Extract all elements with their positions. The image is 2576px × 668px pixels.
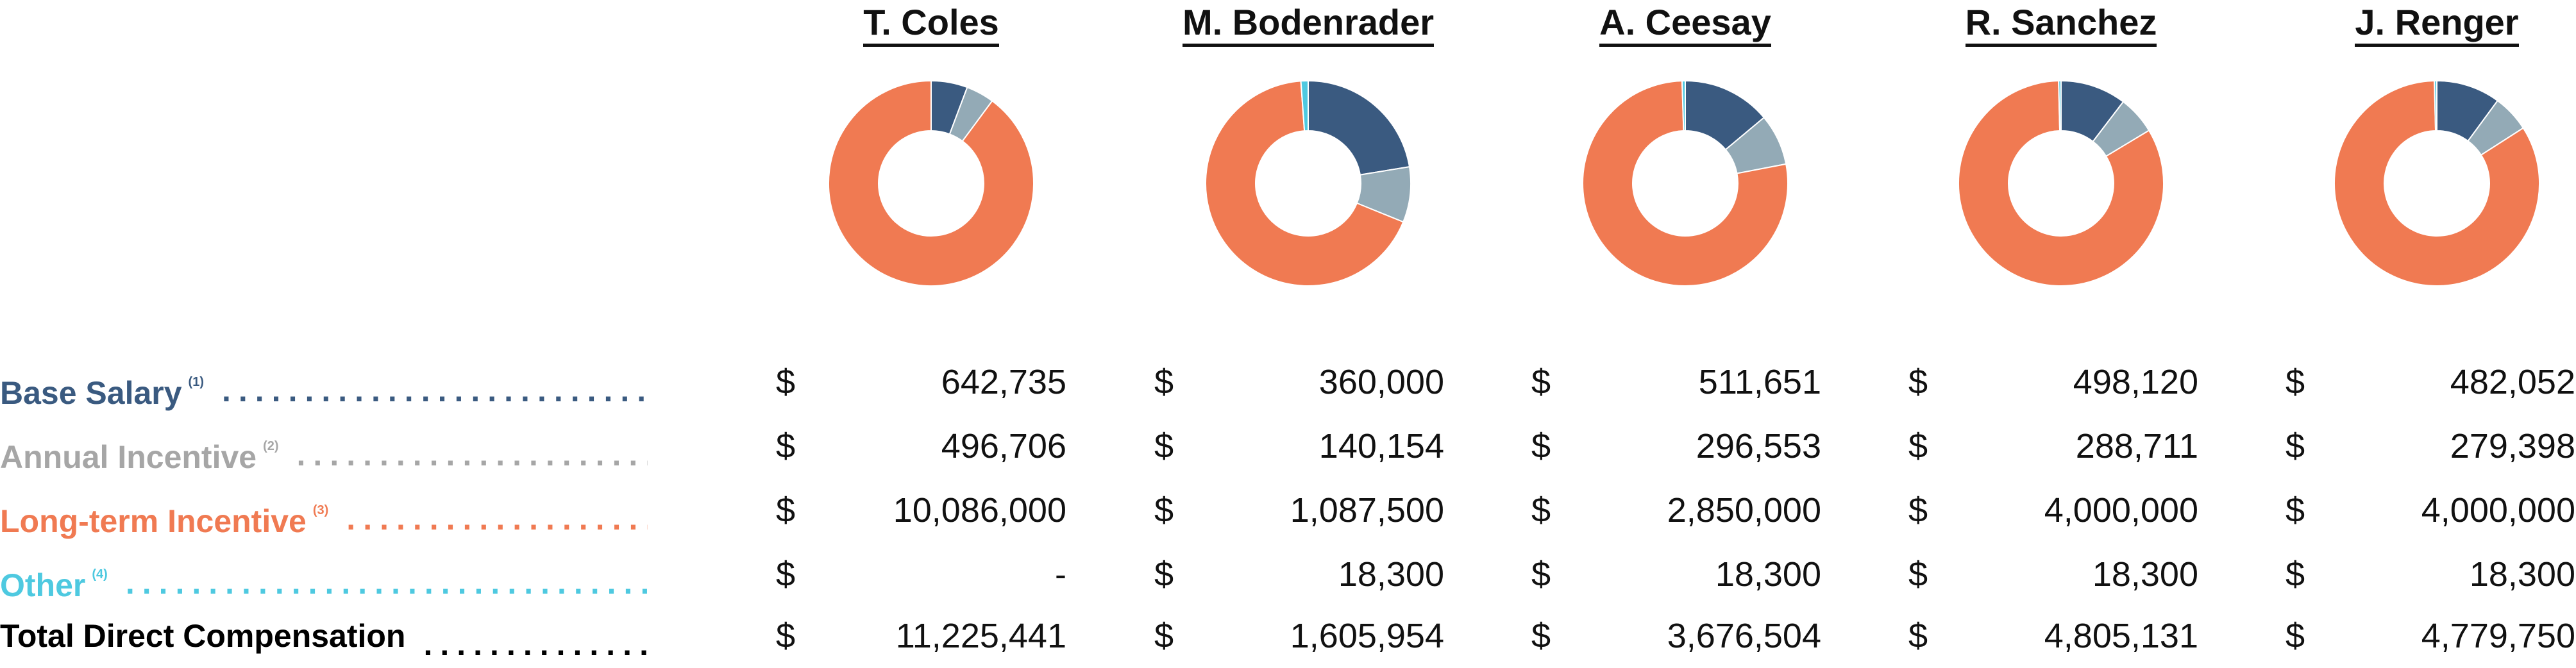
currency-symbol: $	[1908, 617, 1928, 655]
currency-symbol: $	[1154, 617, 1174, 655]
currency-symbol: $	[1154, 363, 1174, 401]
row-label-text: Annual Incentive	[0, 439, 257, 475]
value-cell: 18,300	[2469, 555, 2575, 594]
footnote-marker: (4)	[92, 567, 108, 581]
value-cell: 140,154	[1318, 427, 1444, 465]
currency-symbol: $	[776, 617, 796, 655]
row-label-text: Total Direct Compensation	[0, 618, 406, 654]
value-cell: 498,120	[2073, 363, 2198, 401]
value-cell: 11,225,441	[895, 617, 1066, 655]
value-cell: 4,805,131	[2044, 617, 2198, 655]
executive-name-text: A. Ceesay	[1599, 2, 1771, 47]
footnote-marker: (3)	[312, 503, 329, 517]
row-label-text: Other	[0, 567, 86, 603]
executive-name: J. Renger	[2270, 0, 2576, 47]
executive-name-text: M. Bodenrader	[1182, 2, 1435, 47]
table-row: Annual Incentive (2) $496,706 $140,154 $296,…	[0, 421, 2576, 475]
value-cell: 18,300	[1715, 555, 1821, 594]
value-cell: 4,000,000	[2044, 491, 2198, 530]
row-label: Base Salary (1)	[0, 356, 204, 411]
currency-symbol: $	[1908, 363, 1928, 401]
currency-symbol: $	[1908, 555, 1928, 594]
donut-slice-long-term-incentive	[1958, 80, 2164, 287]
currency-symbol: $	[1531, 491, 1551, 530]
row-label: Other (4)	[0, 549, 108, 603]
executive-name-text: J. Renger	[2355, 2, 2519, 47]
currency-symbol: $	[776, 491, 796, 530]
currency-symbol: $	[1531, 427, 1551, 465]
value-cell: 18,300	[2092, 555, 2198, 594]
currency-symbol: $	[1531, 617, 1551, 655]
row-label-text: Long-term Incentive	[0, 503, 307, 539]
value-cell: 2,850,000	[1667, 491, 1821, 530]
value-cell: 279,398	[2450, 427, 2575, 465]
value-cell: 4,000,000	[2421, 491, 2575, 530]
donut-slice-long-term-incentive	[828, 79, 1034, 287]
currency-symbol: $	[2286, 555, 2305, 594]
executive-name-text: R. Sanchez	[1965, 2, 2157, 47]
currency-symbol: $	[1531, 555, 1551, 594]
footnote-marker: (2)	[263, 439, 279, 453]
currency-symbol: $	[1154, 491, 1174, 530]
value-cell: 1,087,500	[1290, 491, 1444, 530]
footnote-marker: (1)	[188, 375, 204, 389]
table-row: Other (4) $ - $18,300 $18,300 $18,300 $18,300..…	[0, 549, 2576, 603]
leader-dots: ........................................…	[222, 374, 648, 406]
value-cell: 288,711	[2075, 427, 2198, 465]
value-cell: 296,553	[1696, 427, 1821, 465]
value-cell: -	[1055, 555, 1066, 594]
donut-slice-base-salary	[1308, 79, 1411, 176]
value-cell: 10,086,000	[893, 491, 1066, 530]
value-cell: 642,735	[941, 363, 1066, 401]
row-label: Total Direct Compensation	[0, 610, 405, 662]
value-cell: 360,000	[1318, 363, 1444, 401]
currency-symbol: $	[776, 363, 796, 401]
executive-name-text: T. Coles	[863, 2, 999, 47]
value-cell: 511,651	[1698, 363, 1821, 401]
executive-name: A. Ceesay	[1519, 0, 1852, 47]
row-label: Annual Incentive (2)	[0, 421, 279, 475]
value-cell: 482,052	[2450, 363, 2575, 401]
currency-symbol: $	[1154, 555, 1174, 594]
donut-slice-long-term-incentive	[1205, 80, 1404, 287]
table-row: Base Salary (1) $642,735 $360,000 $511,651 $4…	[0, 356, 2576, 411]
donut-slice-other	[2058, 79, 2062, 132]
donut-slice-other	[2434, 79, 2437, 132]
currency-symbol: $	[2286, 491, 2305, 530]
currency-symbol: $	[2286, 427, 2305, 465]
currency-symbol: $	[2286, 363, 2305, 401]
currency-symbol: $	[1531, 363, 1551, 401]
value-cell: 3,676,504	[1667, 617, 1821, 655]
leader-dots: ........................................…	[423, 628, 648, 660]
currency-symbol: $	[1908, 427, 1928, 465]
value-cell: 496,706	[941, 427, 1066, 465]
row-label: Long-term Incentive (3)	[0, 485, 329, 539]
currency-symbol: $	[1154, 427, 1174, 465]
value-cell: 18,300	[1338, 555, 1444, 594]
executive-name: T. Coles	[764, 0, 1098, 47]
executive-name: M. Bodenrader	[1141, 0, 1475, 47]
row-label-text: Base Salary	[0, 375, 182, 411]
value-cell: 1,605,954	[1290, 617, 1444, 655]
currency-symbol: $	[1908, 491, 1928, 530]
donut-slice-other	[1300, 79, 1309, 132]
leader-dots: ........................................…	[346, 503, 648, 535]
donut-slice-other	[1681, 79, 1686, 132]
donut-charts	[828, 79, 2540, 287]
executive-name: R. Sanchez	[1894, 0, 2228, 47]
currency-symbol: $	[2286, 617, 2305, 655]
donut-slice-long-term-incentive	[1582, 80, 1789, 287]
leader-dots: ........................................…	[296, 438, 648, 471]
table-row: Long-term Incentive (3) $10,086,000 $1,087,…	[0, 485, 2576, 539]
currency-symbol: $	[776, 427, 796, 465]
leader-dots: ........................................…	[125, 567, 648, 599]
value-cell: 4,779,750	[2421, 617, 2575, 655]
donut-slice-long-term-incentive	[2334, 80, 2540, 287]
table-row: Total Direct Compensation $11,225,441 $1,6…	[0, 610, 2576, 662]
currency-symbol: $	[776, 555, 796, 594]
